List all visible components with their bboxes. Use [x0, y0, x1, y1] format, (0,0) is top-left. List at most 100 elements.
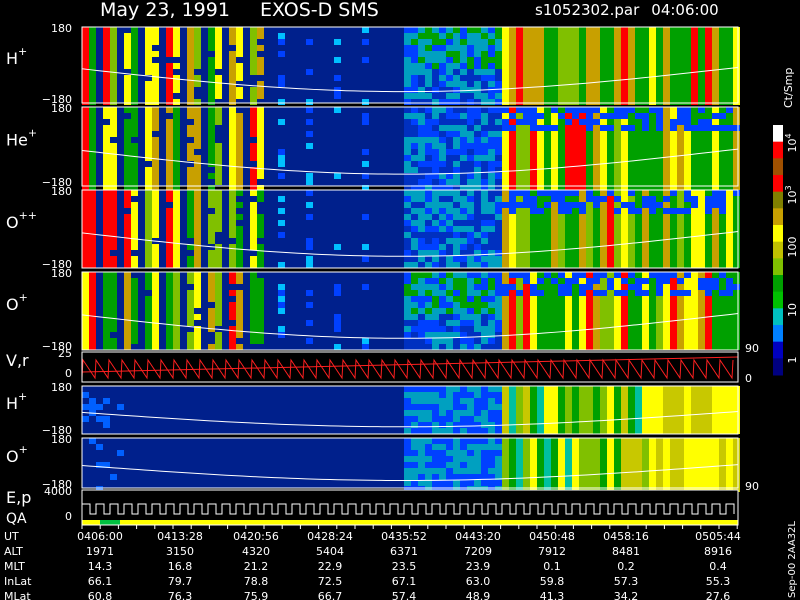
colorbar-unit: Ct/Smp — [782, 68, 795, 108]
spectrogram-cell — [719, 196, 726, 202]
spectrogram-cell — [719, 63, 726, 69]
spectrogram-cell — [586, 290, 593, 296]
spectrogram-cell — [691, 107, 698, 113]
spectrogram-cell — [544, 167, 551, 173]
spectrogram-cell — [488, 75, 495, 81]
spectrogram-cell — [677, 51, 684, 57]
spectrogram-cell — [166, 185, 173, 191]
spectrogram-cell — [635, 326, 642, 332]
spectrogram-cell — [579, 143, 586, 149]
spectrogram-cell — [460, 284, 467, 290]
spectrogram-cell — [425, 63, 432, 69]
spectrogram-cell — [726, 63, 733, 69]
spectrogram-cell — [474, 45, 481, 51]
spectrogram-cell — [642, 57, 649, 63]
spectrogram-cell — [103, 33, 110, 39]
spectrogram-cell — [173, 302, 180, 308]
spectrogram-cell — [719, 45, 726, 51]
spectrogram-cell — [544, 87, 551, 93]
spectrogram-cell — [215, 296, 222, 302]
spectrogram-cell — [551, 438, 558, 444]
spectrogram-cell — [432, 173, 439, 179]
spectrogram-cell — [530, 131, 537, 137]
spectrogram-cell — [124, 326, 131, 332]
spectrogram-cell — [439, 338, 446, 344]
spectrogram-cell — [537, 137, 544, 143]
spectrogram-cell — [124, 202, 131, 208]
spectrogram-cell — [474, 190, 481, 196]
spectrogram-cell — [537, 262, 544, 268]
spectrogram-cell — [649, 232, 656, 238]
spectrogram-cell — [635, 320, 642, 326]
spectrogram-cell — [173, 296, 180, 302]
spectrogram-cell — [677, 69, 684, 75]
spectrogram-cell — [131, 143, 138, 149]
spectrogram-cell — [649, 39, 656, 45]
spectrogram-cell — [705, 51, 712, 57]
spectrogram-cell — [418, 173, 425, 179]
spectrogram-cell — [705, 416, 712, 422]
spectrogram-cell — [411, 438, 418, 444]
spectrogram-cell — [712, 107, 719, 113]
spectrogram-cell — [642, 137, 649, 143]
spectrogram-cell — [579, 410, 586, 416]
spectrogram-cell — [530, 143, 537, 149]
spectrogram-cell — [635, 428, 642, 434]
spectrogram-cell — [698, 39, 705, 45]
title: May 23, 1991 EXOS-D SMS — [100, 0, 379, 21]
spectrogram-cell — [460, 39, 467, 45]
spectrogram-cell — [460, 137, 467, 143]
spectrogram-cell — [152, 244, 159, 250]
spectrogram-cell — [187, 57, 194, 63]
spectrogram-cell — [698, 284, 705, 290]
spectrogram-cell — [481, 226, 488, 232]
spectrogram-cell — [572, 450, 579, 456]
spectrogram-cell — [124, 290, 131, 296]
spectrogram-cell — [250, 256, 257, 262]
spectrogram-cell — [446, 302, 453, 308]
spectrogram-cell — [173, 39, 180, 45]
spectrogram-cell — [733, 45, 740, 51]
spectrogram-cell — [663, 314, 670, 320]
spectrogram-cell — [523, 125, 530, 131]
spectrogram-cell — [509, 185, 516, 191]
spectrogram-cell — [698, 462, 705, 468]
spectrogram-cell — [621, 107, 628, 113]
spectrogram-cell — [187, 296, 194, 302]
spectrogram-cell — [215, 113, 222, 119]
spectrogram-cell — [257, 196, 264, 202]
label-superscript: + — [18, 45, 27, 58]
colorbar-segment — [773, 141, 783, 159]
spectrogram-cell — [719, 250, 726, 256]
spectrogram-cell — [712, 161, 719, 167]
spectrogram-cell — [656, 338, 663, 344]
spectrogram-cell — [173, 284, 180, 290]
spectrogram-cell — [250, 308, 257, 314]
spectrogram-cell — [635, 284, 642, 290]
spectrogram-cell — [530, 462, 537, 468]
spectrogram-cell — [103, 220, 110, 226]
spectrogram-cell — [719, 155, 726, 161]
spectrogram-cell — [607, 344, 614, 350]
spectrogram-cell — [215, 320, 222, 326]
spectrogram-cell — [565, 220, 572, 226]
spectrogram-cell — [82, 244, 89, 250]
spectrogram-cell — [131, 27, 138, 33]
spectrogram-cell — [236, 143, 243, 149]
spectrogram-cell — [425, 81, 432, 87]
spectrogram-cell — [488, 99, 495, 105]
spectrogram-cell — [719, 450, 726, 456]
spectrogram-cell — [593, 438, 600, 444]
spectrogram-cell — [712, 404, 719, 410]
spectrogram-cell — [418, 39, 425, 45]
spectrogram-cell — [572, 480, 579, 486]
spectrogram-cell — [432, 226, 439, 232]
spectrogram-cell — [82, 93, 89, 99]
spectrogram-cell — [670, 196, 677, 202]
spectrogram-cell — [705, 190, 712, 196]
spectrogram-cell — [453, 456, 460, 462]
spectrogram-cell — [691, 278, 698, 284]
spectrogram-cell — [607, 137, 614, 143]
spectrogram-cell — [530, 51, 537, 57]
spectrogram-cell — [698, 262, 705, 268]
